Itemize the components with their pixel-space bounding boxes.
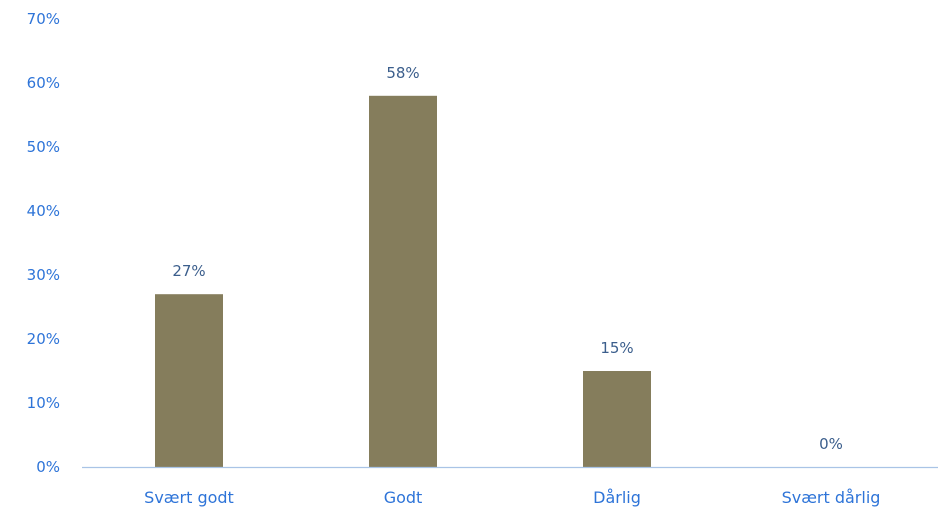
- y-tick-label: 30%: [27, 266, 60, 284]
- x-category-label: Svært dårlig: [782, 488, 881, 507]
- y-tick-label: 50%: [27, 138, 60, 156]
- bar: [583, 371, 651, 467]
- bar: [369, 95, 437, 468]
- data-labels: 27% 58% 15% 0%: [172, 64, 843, 453]
- y-tick-label: 0%: [36, 458, 60, 476]
- data-label: 15%: [600, 339, 633, 357]
- data-label: 58%: [386, 64, 419, 82]
- y-tick-label: 40%: [27, 202, 60, 220]
- y-tick-label: 20%: [27, 330, 60, 348]
- bar: [155, 294, 223, 467]
- y-tick-label: 70%: [27, 10, 60, 28]
- data-label: 27%: [172, 262, 205, 280]
- x-category-label: Svært godt: [144, 488, 234, 507]
- x-category-label: Dårlig: [593, 488, 641, 507]
- x-category-label: Godt: [384, 488, 423, 507]
- y-axis-tick-labels: 0% 10% 20% 30% 40% 50% 60% 70%: [27, 10, 60, 476]
- x-axis-category-labels: Svært godt Godt Dårlig Svært dårlig: [144, 488, 880, 507]
- y-tick-label: 60%: [27, 74, 60, 92]
- bars: [155, 95, 651, 468]
- y-tick-label: 10%: [27, 394, 60, 412]
- data-label: 0%: [819, 435, 843, 453]
